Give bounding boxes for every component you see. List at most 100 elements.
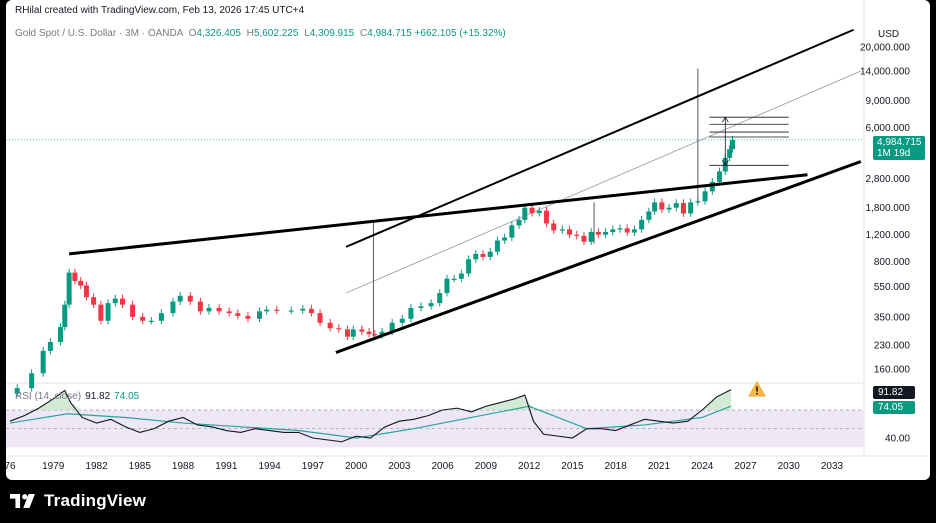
candle-body <box>91 297 97 305</box>
candle-body <box>494 240 500 252</box>
candle-body <box>646 211 652 220</box>
candle-body <box>264 309 270 312</box>
chart-area[interactable]: 20,000.000 14,000.000 9,000.000 6,000.000 2,… <box>6 0 930 480</box>
candle-body <box>652 202 658 212</box>
candle-body <box>399 318 405 323</box>
candle-body <box>140 316 146 321</box>
candle-body <box>47 341 53 351</box>
close-value: 4,984.715 <box>367 28 412 39</box>
channel-upper-line <box>345 28 855 248</box>
price-axis-label: 2,800.000 <box>866 174 911 185</box>
candle-body <box>119 298 125 305</box>
chart-canvas[interactable]: 20,000.000 14,000.000 9,000.000 6,000.000 2,… <box>6 0 930 480</box>
candle-body <box>673 203 679 208</box>
candle-body <box>522 207 528 220</box>
candle-body <box>78 280 84 286</box>
candle-body <box>148 320 154 322</box>
candle-body <box>206 307 212 312</box>
price-axis-label: 350.000 <box>874 312 911 323</box>
candle-body <box>516 219 522 226</box>
midline-drawing <box>345 70 862 294</box>
candle-body <box>729 139 735 150</box>
candle-body <box>350 329 356 337</box>
candle-body <box>274 309 280 311</box>
candle-body <box>14 388 20 394</box>
candle-body <box>105 303 111 321</box>
candle-body <box>112 298 118 304</box>
candle-body <box>336 328 342 330</box>
time-axis-label: 1991 <box>215 461 238 472</box>
time-axis-label: 2000 <box>345 461 368 472</box>
time-axis-label: 2033 <box>821 461 844 472</box>
candle-body <box>559 229 565 231</box>
candle-body <box>216 307 222 312</box>
price-axis-label: 160.000 <box>874 365 911 376</box>
candle-body <box>40 350 46 374</box>
open-value: 4,326.405 <box>196 28 241 39</box>
price-axis-label: 1,800.000 <box>866 203 911 214</box>
price-axis-label: 20,000.000 <box>860 43 910 54</box>
candle-body <box>437 293 443 304</box>
close-label: C <box>360 28 368 39</box>
candle-body <box>235 313 241 316</box>
candle-body <box>639 219 645 230</box>
candle-body <box>688 202 694 214</box>
price-axis-label: 6,000.000 <box>866 123 911 134</box>
high-value: 5,602.225 <box>253 28 299 39</box>
support-trendline <box>335 160 862 354</box>
candle-body <box>83 285 89 298</box>
candle-body <box>581 235 587 242</box>
time-axis-label: 2024 <box>691 461 714 472</box>
candle-body <box>610 229 616 233</box>
candle-body <box>502 237 508 241</box>
tradingview-logo-icon[interactable] <box>10 492 38 510</box>
price-axis-label: 230.000 <box>874 340 911 351</box>
rsi-title[interactable]: RSI (14, close) <box>15 391 82 402</box>
candle-body <box>359 329 365 332</box>
candle-body <box>466 259 472 274</box>
time-axis-label: 1985 <box>129 461 152 472</box>
measure-arrow-up <box>721 116 729 123</box>
candle-body <box>487 251 493 257</box>
candle-body <box>480 253 486 257</box>
brand-name[interactable]: TradingView <box>44 491 147 510</box>
candle-body <box>245 315 251 319</box>
change-value: +662.105 (+15.32%) <box>414 28 506 39</box>
symbol-name[interactable]: Gold Spot / U.S. Dollar · 3M · OANDA <box>15 28 183 39</box>
currency-label[interactable]: USD <box>878 29 900 40</box>
time-axis-label: 2009 <box>475 461 498 472</box>
candle-body <box>666 207 672 210</box>
candle-body <box>389 322 395 332</box>
low-value: 4,309.915 <box>309 28 355 39</box>
candle-body <box>327 322 333 329</box>
price-axis-label: 14,000.000 <box>860 67 910 78</box>
last-price-value: 4,984.715 <box>877 137 922 148</box>
candle-body <box>702 191 708 202</box>
candle-body <box>158 313 164 321</box>
candle-body <box>574 234 580 236</box>
rsi-ma-legend-value: 74.05 <box>114 391 140 402</box>
candle-body <box>372 334 378 336</box>
candle-body <box>709 181 715 192</box>
warning-triangle-icon[interactable] <box>748 381 766 397</box>
low-label: L <box>304 28 310 39</box>
rsi-legend: RSI (14, close) 91.82 74.05 <box>15 391 139 402</box>
time-axis-label: 2027 <box>734 461 757 472</box>
candle-body <box>177 295 183 302</box>
candle-body <box>428 303 434 307</box>
candle-body <box>659 202 665 210</box>
time-axis-label: 2030 <box>778 461 801 472</box>
rsi-line <box>9 389 732 443</box>
time-axis-label: 2015 <box>561 461 584 472</box>
time-axis-label: 2006 <box>432 461 455 472</box>
last-price-tag: 4,984.715 1M 19d <box>873 136 925 160</box>
price-axis-label: 9,000.000 <box>866 96 911 107</box>
candle-body <box>98 304 104 321</box>
candle-body <box>170 301 176 314</box>
rsi-ma-line <box>9 405 732 439</box>
candle-body <box>727 149 733 158</box>
candle-body <box>536 210 542 214</box>
candle-body <box>187 295 193 302</box>
attribution-text: RHilal created with TradingView.com, Feb… <box>15 5 305 16</box>
candle-body <box>631 229 637 233</box>
